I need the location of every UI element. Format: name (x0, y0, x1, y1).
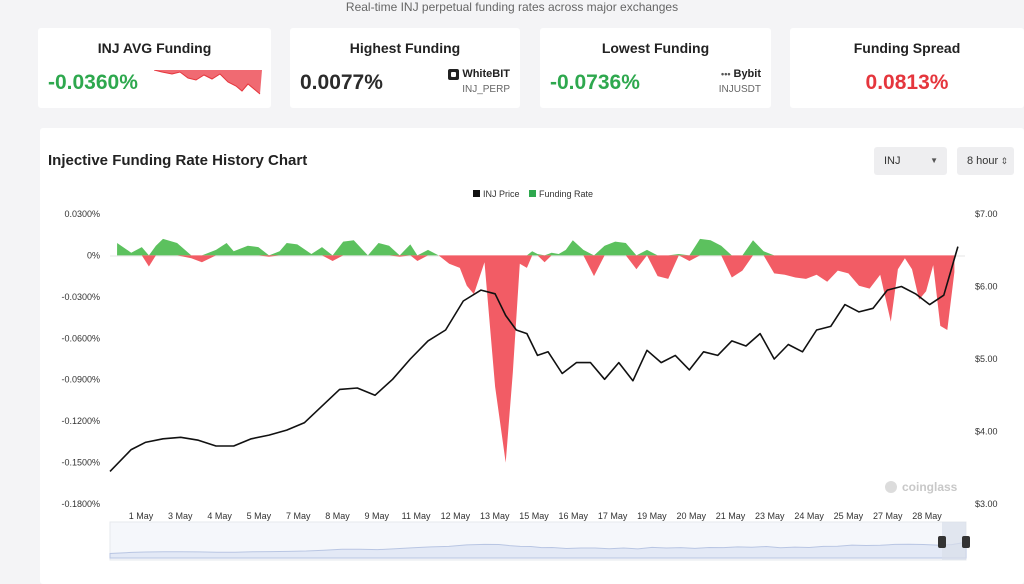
coinglass-logo-icon (885, 481, 897, 493)
highest-exchange-pair: INJ_PERP (462, 84, 510, 95)
left-tick-label: -0.1200% (61, 416, 100, 426)
highest-exchange-name: WhiteBIT (462, 68, 510, 80)
avg-funding-sparkline (154, 70, 262, 95)
x-tick-label: 27 May (873, 511, 903, 521)
lowest-funding-exchange: ••• Bybit INJUSDT (719, 68, 761, 95)
funding-spread-title: Funding Spread (853, 40, 961, 56)
highest-funding-exchange: WhiteBIT INJ_PERP (448, 68, 510, 95)
left-tick-label: -0.0600% (61, 333, 100, 343)
chart-legend: INJ Price Funding Rate (473, 189, 593, 199)
highest-funding-value: 0.0077% (300, 71, 383, 94)
x-tick-label: 9 May (365, 511, 390, 521)
x-tick-label: 24 May (794, 511, 824, 521)
interval-select-value: 8 hour (967, 155, 999, 167)
chart-panel (40, 128, 1024, 584)
page-subtitle: Real-time INJ perpetual funding rates ac… (345, 0, 679, 14)
lowest-exchange-pair: INJUSDT (718, 84, 761, 95)
x-tick-label: 15 May (519, 511, 549, 521)
chevron-down-icon: ▼ (930, 156, 938, 165)
x-tick-label: 25 May (834, 511, 864, 521)
x-tick-label: 3 May (168, 511, 193, 521)
x-tick-label: 21 May (716, 511, 746, 521)
lowest-funding-value: -0.0736% (550, 71, 640, 94)
x-tick-label: 5 May (247, 511, 272, 521)
avg-funding-card: INJ AVG Funding -0.0360% (38, 28, 271, 108)
x-tick-label: 8 May (325, 511, 350, 521)
up-down-chevron-icon: ⇕ (1000, 156, 1008, 166)
x-axis: 1 May 3 May 4 May 5 May 7 May 8 May 9 May 11 Ma… (129, 511, 943, 521)
funding-positive-area (117, 238, 955, 256)
left-tick-label: -0.0300% (61, 292, 100, 302)
whitebit-icon (448, 68, 460, 80)
right-tick-label: $5.00 (975, 354, 998, 364)
highest-funding-card: Highest Funding 0.0077% WhiteBIT INJ_PER… (290, 28, 520, 108)
symbol-select-value: INJ (884, 155, 901, 167)
x-tick-label: 16 May (559, 511, 589, 521)
bybit-icon: ••• (721, 69, 731, 79)
x-tick-label: 11 May (402, 511, 431, 521)
coinglass-watermark: coinglass (902, 480, 958, 494)
legend-funding-swatch (529, 190, 536, 197)
funding-negative-area (117, 255, 955, 463)
x-tick-label: 4 May (207, 511, 232, 521)
navigator-right-handle (962, 536, 970, 548)
x-tick-label: 1 May (129, 511, 154, 521)
left-tick-label: 0% (87, 250, 100, 260)
navigator-area (109, 541, 967, 559)
chart-title: Injective Funding Rate History Chart (48, 152, 308, 169)
avg-funding-title: INJ AVG Funding (97, 40, 212, 56)
highest-funding-title: Highest Funding (349, 40, 461, 56)
right-axis: $7.00 $6.00 $5.00 $4.00 $3.00 (975, 209, 998, 509)
lowest-exchange-name: Bybit (733, 68, 762, 80)
right-tick-label: $7.00 (975, 209, 998, 219)
x-tick-label: 17 May (598, 511, 628, 521)
left-tick-label: -0.1800% (61, 499, 100, 509)
x-tick-label: 19 May (637, 511, 667, 521)
navigator-left-handle (938, 536, 946, 548)
sparkline-line (154, 70, 261, 95)
x-tick-label: 7 May (286, 511, 311, 521)
symbol-select[interactable]: INJ ▼ (874, 147, 947, 175)
lowest-funding-title: Lowest Funding (601, 40, 710, 56)
right-tick-label: $3.00 (975, 499, 998, 509)
left-tick-label: 0.0300% (64, 209, 100, 219)
left-tick-label: -0.1500% (61, 458, 100, 468)
funding-spread-value: 0.0813% (865, 71, 949, 94)
legend-price-label: INJ Price (483, 189, 520, 199)
x-tick-label: 20 May (676, 511, 706, 521)
interval-select[interactable]: 8 hour ⇕ (957, 147, 1014, 175)
legend-price-swatch (473, 190, 480, 197)
price-line (109, 246, 959, 472)
funding-spread-card: Funding Spread 0.0813% (790, 28, 1024, 108)
x-tick-label: 12 May (441, 511, 471, 521)
x-tick-label: 23 May (755, 511, 785, 521)
legend-funding-label: Funding Rate (539, 189, 593, 199)
x-tick-label: 28 May (912, 511, 942, 521)
range-navigator[interactable] (109, 521, 970, 561)
right-tick-label: $4.00 (975, 427, 998, 437)
left-tick-label: -0.0900% (61, 375, 100, 385)
lowest-funding-card: Lowest Funding -0.0736% ••• Bybit INJUSDT (540, 28, 771, 108)
left-axis: 0.0300% 0% -0.0300% -0.0600% -0.0900% -0.1200… (61, 209, 100, 509)
sparkline-area (154, 70, 262, 94)
avg-funding-value: -0.0360% (48, 71, 138, 94)
right-tick-label: $6.00 (975, 282, 998, 292)
x-tick-label: 13 May (480, 511, 510, 521)
